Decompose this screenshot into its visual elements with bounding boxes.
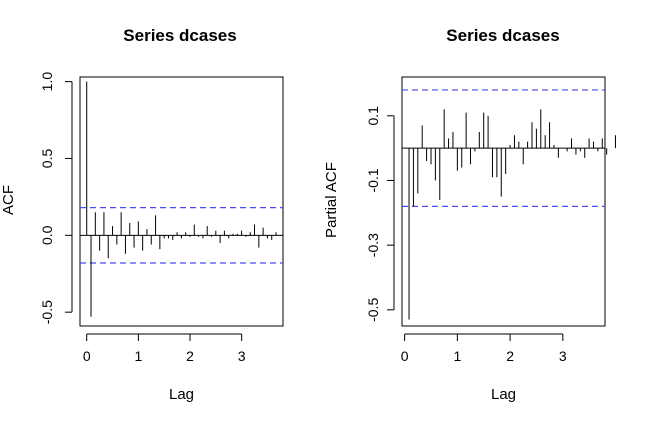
y-tick-label: -0.5 — [365, 298, 381, 322]
y-tick-label: -0.1 — [365, 168, 381, 192]
y-tick-label: 0.0 — [39, 225, 55, 245]
y-tick-label: 0.5 — [39, 149, 55, 169]
x-tick-label: 2 — [506, 348, 514, 364]
x-tick-label: 1 — [453, 348, 461, 364]
plot-frame — [79, 76, 284, 327]
x-tick-label: 1 — [134, 348, 142, 364]
x-tick-label: 2 — [186, 348, 194, 364]
chart-title: Series dcases — [446, 26, 559, 45]
y-tick-label: 1.0 — [39, 72, 55, 92]
x-tick-label: 0 — [401, 348, 409, 364]
y-axis-label: ACF — [0, 185, 17, 215]
x-axis-label: Lag — [169, 386, 194, 403]
plot-frame — [401, 76, 606, 327]
y-tick-label: -0.3 — [365, 233, 381, 257]
chart-title: Series dcases — [123, 26, 236, 45]
y-tick-label: -0.5 — [39, 300, 55, 324]
y-tick-label: 0.1 — [365, 106, 381, 126]
x-tick-label: 3 — [238, 348, 246, 364]
x-axis-label: Lag — [491, 386, 516, 403]
acf-panel: Series dcases Lag ACF 0 1 2 3 -0.5 0.0 0.5 1.0 — [0, 26, 284, 403]
x-tick-label: 0 — [83, 348, 91, 364]
x-tick-label: 3 — [559, 348, 567, 364]
pacf-panel: Series dcases Lag Partial ACF 0 1 2 3 -0.5 -0.3 -… — [323, 26, 616, 403]
y-axis-label: Partial ACF — [323, 162, 340, 238]
